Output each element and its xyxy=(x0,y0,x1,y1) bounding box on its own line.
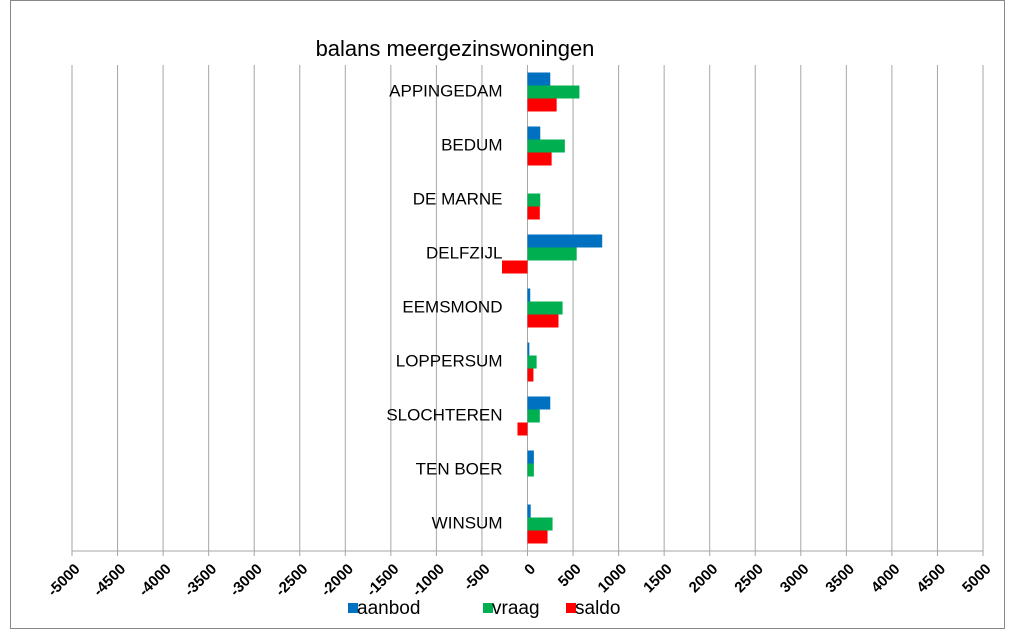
y-tick-label: SLOCHTEREN xyxy=(386,405,502,424)
bar xyxy=(501,260,528,274)
bar xyxy=(527,530,548,544)
bar xyxy=(527,206,540,220)
legend-swatch xyxy=(483,603,493,613)
bar xyxy=(527,85,580,99)
bar xyxy=(527,301,563,315)
y-tick-label: EEMSMOND xyxy=(402,297,502,316)
bar xyxy=(527,463,534,477)
bar xyxy=(527,234,603,248)
bar xyxy=(517,422,528,436)
bar xyxy=(527,396,551,410)
y-tick-label: WINSUM xyxy=(432,513,503,532)
y-tick-label: TEN BOER xyxy=(416,459,503,478)
chart-title: balans meergezinswoningen xyxy=(316,36,595,61)
bar xyxy=(527,98,557,112)
bar xyxy=(527,504,531,518)
y-tick-label: APPINGEDAM xyxy=(389,81,502,100)
legend-label: vraag xyxy=(492,598,540,619)
bar xyxy=(527,517,553,531)
bar xyxy=(527,368,534,382)
bar xyxy=(527,139,565,153)
legend-label: saldo xyxy=(575,598,620,619)
legend-swatch xyxy=(348,603,358,613)
y-tick-label: DELFZIJL xyxy=(426,243,503,262)
y-tick-label: DE MARNE xyxy=(413,189,503,208)
bar xyxy=(527,288,531,302)
bar xyxy=(527,247,577,261)
bar xyxy=(527,355,537,369)
bar xyxy=(527,152,552,166)
bar xyxy=(527,342,530,356)
bar xyxy=(527,409,540,423)
legend-swatch xyxy=(566,603,576,613)
y-tick-label: LOPPERSUM xyxy=(396,351,503,370)
y-tick-label: BEDUM xyxy=(441,135,502,154)
legend-label: aanbod xyxy=(357,598,420,619)
bar xyxy=(527,126,541,140)
bar xyxy=(527,450,534,464)
chart-frame xyxy=(10,0,1005,629)
bar xyxy=(527,72,551,86)
bar xyxy=(527,193,541,207)
bar xyxy=(527,314,559,328)
